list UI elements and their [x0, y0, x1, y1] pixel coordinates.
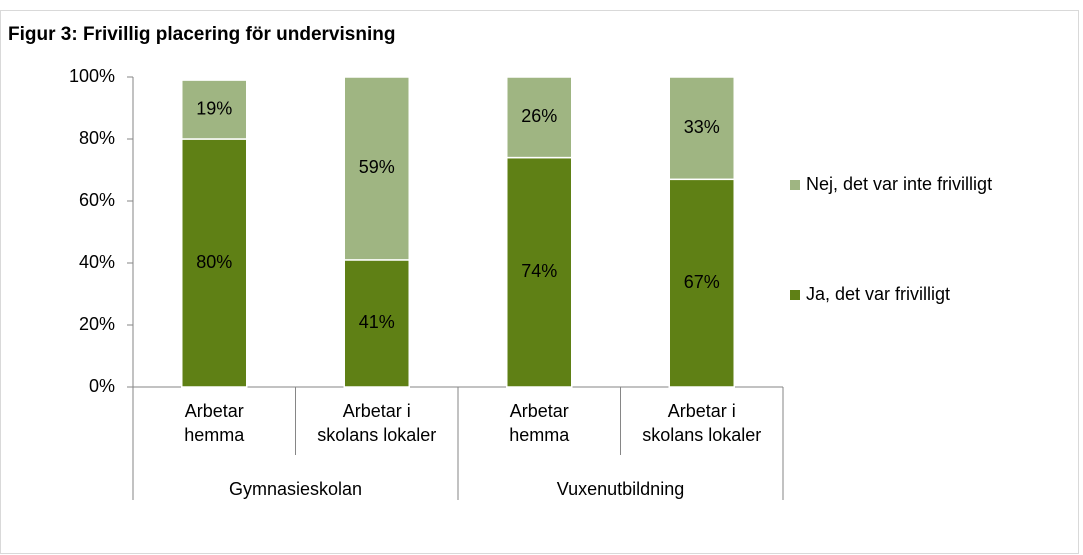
x-tick-label: Arbetar hemma: [184, 401, 245, 445]
x-tick-label: Arbetar i skolans lokaler: [317, 401, 436, 445]
data-label: 80%: [196, 252, 232, 272]
data-label: 59%: [359, 157, 395, 177]
data-label: 19%: [196, 98, 232, 118]
bar-segment: [343, 76, 410, 261]
x-tick-label: Arbetar i skolans lokaler: [642, 401, 761, 445]
group-label: Gymnasieskolan: [229, 479, 362, 499]
chart-title: Figur 3: Frivillig placering för undervi…: [8, 24, 395, 45]
data-label: 74%: [521, 261, 557, 281]
y-tick-label: 0%: [89, 376, 115, 396]
y-tick-label: 100%: [69, 66, 115, 86]
data-label: 33%: [684, 117, 720, 137]
bar-segment: [506, 76, 573, 159]
legend-swatch: [790, 180, 800, 190]
bar-segment: [668, 178, 735, 388]
x-tick-label: Arbetar hemma: [509, 401, 570, 445]
data-label: 26%: [521, 106, 557, 126]
y-tick-label: 60%: [79, 190, 115, 210]
data-label: 41%: [359, 312, 395, 332]
group-label: Vuxenutbildning: [557, 479, 684, 499]
legend-label: Nej, det var inte frivilligt: [806, 174, 992, 194]
bar-segment: [506, 156, 573, 388]
data-label: 67%: [684, 272, 720, 292]
bar-segment: [181, 79, 248, 140]
legend-label: Ja, det var frivilligt: [806, 284, 950, 304]
y-tick-label: 40%: [79, 252, 115, 272]
y-tick-label: 20%: [79, 314, 115, 334]
y-tick-label: 80%: [79, 128, 115, 148]
legend-swatch: [790, 290, 800, 300]
bar-segment: [668, 76, 735, 181]
